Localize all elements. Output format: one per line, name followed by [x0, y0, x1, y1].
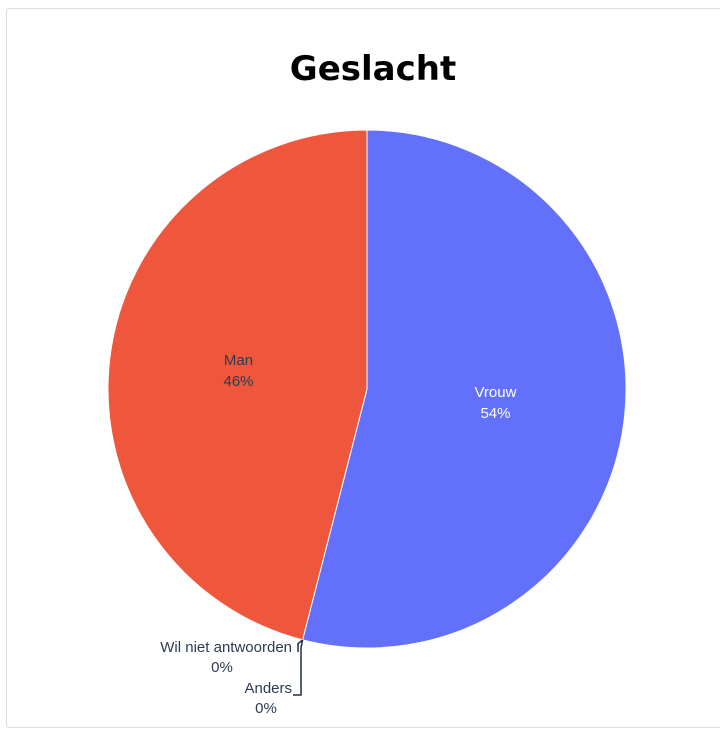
chart-title: Geslacht: [289, 49, 457, 89]
slice-label-wil-niet-antwoorden: Wil niet antwoorden: [160, 639, 292, 656]
pie-slice-vrouw: [301, 129, 627, 649]
slice-percent-wil-niet-antwoorden: 0%: [211, 659, 233, 676]
slice-percent-anders: 0%: [255, 700, 277, 717]
leader-line-anders: [293, 639, 304, 696]
slice-percent-vrouw: 54%: [480, 405, 510, 422]
slice-label-vrouw: Vrouw: [474, 384, 516, 401]
pie-slice-man: [107, 129, 368, 641]
slice-percent-man: 46%: [224, 373, 254, 390]
leader-line-wil-niet-antwoorden: [297, 639, 304, 652]
slice-label-anders: Anders: [244, 680, 292, 697]
slice-label-man: Man: [224, 352, 253, 369]
